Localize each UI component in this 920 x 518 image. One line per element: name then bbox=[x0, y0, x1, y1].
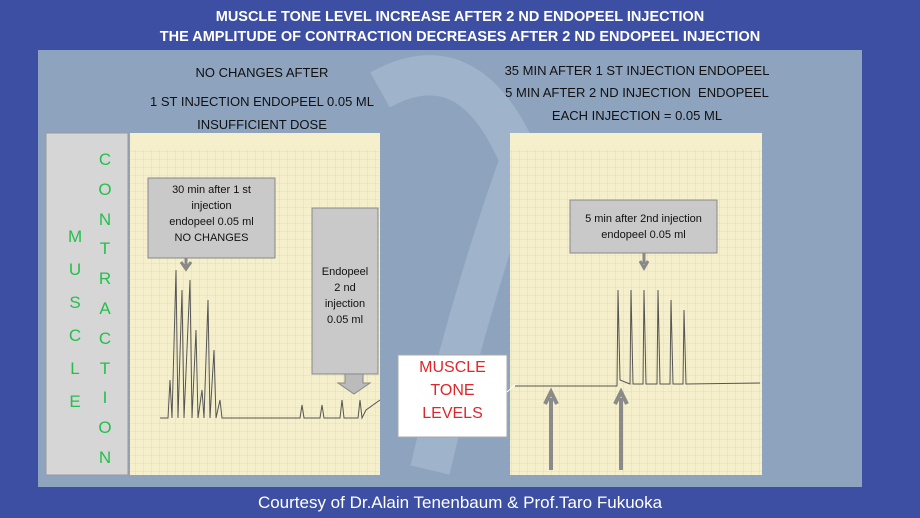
box-text: 2 nd bbox=[334, 282, 356, 294]
arrow bbox=[506, 383, 517, 393]
title: MUSCLE TONE LEVEL INCREASE AFTER 2 ND EN… bbox=[215, 9, 705, 25]
box-text: NO CHANGES bbox=[174, 232, 249, 244]
box bbox=[397, 354, 508, 438]
footer: Courtesy of Dr.Alain Tenenbaum & Prof.Ta… bbox=[257, 493, 663, 512]
box-text: MUSCLE bbox=[419, 359, 486, 376]
vertical-label: MUSCLE bbox=[68, 227, 83, 411]
arrow bbox=[179, 258, 193, 272]
box bbox=[569, 199, 718, 254]
arrow bbox=[336, 373, 372, 395]
caption: 5 MIN AFTER 2 ND INJECTION ENDOPEEL bbox=[505, 85, 769, 100]
caption: INSUFFICIENT DOSE bbox=[197, 117, 327, 132]
box bbox=[311, 207, 379, 375]
caption: 35 MIN AFTER 1 ST INJECTION ENDOPEEL bbox=[504, 63, 770, 78]
box-text: 5 min after 2nd injection bbox=[585, 213, 702, 225]
box-text: LEVELS bbox=[422, 405, 483, 422]
box-text: endopeel 0.05 ml bbox=[601, 229, 686, 241]
box-text: injection bbox=[324, 298, 366, 310]
caption: 1 ST INJECTION ENDOPEEL 0.05 ML bbox=[150, 94, 374, 109]
box-text: TONE bbox=[430, 382, 475, 399]
arrow bbox=[543, 387, 629, 470]
caption: EACH INJECTION = 0.05 ML bbox=[551, 108, 723, 123]
right-grid bbox=[510, 150, 762, 475]
right-trace bbox=[515, 289, 761, 387]
caption: NO CHANGES AFTER bbox=[195, 65, 329, 80]
box bbox=[147, 177, 276, 259]
left-trace bbox=[160, 269, 381, 420]
box-text: endopeel 0.05 ml bbox=[169, 216, 254, 228]
title: THE AMPLITUDE OF CONTRACTION DECREASES A… bbox=[159, 29, 761, 45]
box-text: 0.05 ml bbox=[326, 314, 364, 326]
arrow bbox=[638, 253, 650, 272]
box-text: injection bbox=[191, 200, 232, 212]
vertical-label: CONTRACTION bbox=[98, 150, 112, 467]
box-text: 30 min after 1 st bbox=[172, 184, 251, 196]
side-box bbox=[45, 132, 129, 476]
box-text: Endopeel bbox=[321, 266, 369, 278]
